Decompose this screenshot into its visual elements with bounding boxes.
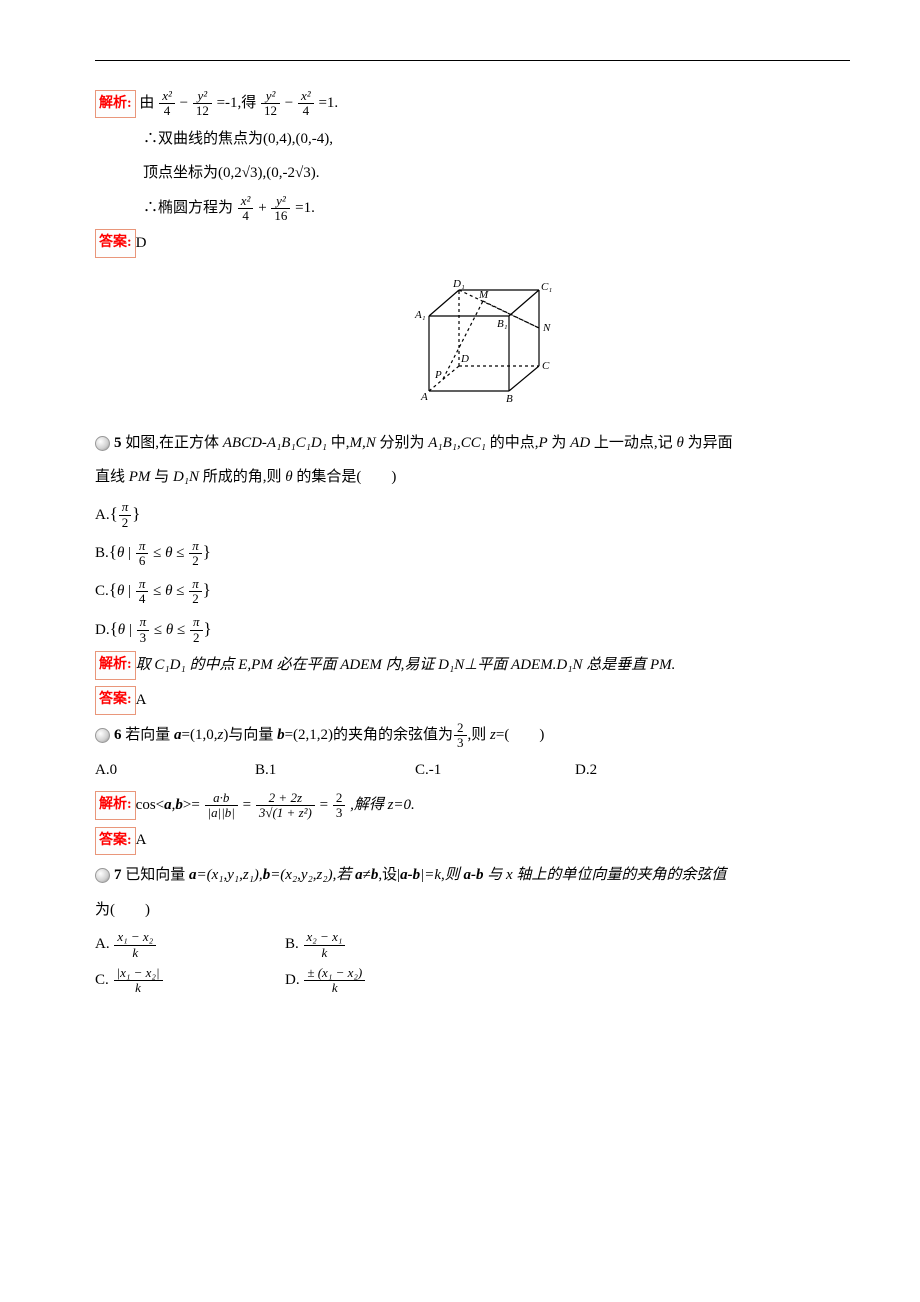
q6-optA: A.0 (95, 756, 255, 785)
q7-optD: D. ± (x₁ − x₂)k (285, 966, 475, 996)
q4-l2: ∴双曲线的焦点为(0,4),(0,-4), (95, 125, 850, 154)
q5-optB: B.{θ | π6 ≤ θ ≤ π2} (95, 536, 850, 568)
q7-opts-row2: C. |x₁ − x₂|k D. ± (x₁ − x₂)k (95, 966, 850, 996)
q7-optB: B. x₂ − x₁k (285, 930, 475, 960)
q5-analysis: 解析:取 C₁D₁ 的中点 E,PM 必在平面 ADEM 内,易证 D₁N⊥平面… (95, 651, 850, 680)
svg-text:B: B (506, 393, 513, 405)
q4-l3: 顶点坐标为(0,2√3),(0,-2√3). (95, 159, 850, 188)
svg-text:D₁: D₁ (452, 278, 465, 290)
answer-label: 答案: (95, 229, 136, 258)
q6-answer: 答案:A (95, 826, 850, 855)
bullet-icon (95, 868, 110, 883)
q5-optC: C.{θ | π4 ≤ θ ≤ π2} (95, 574, 850, 606)
q7-opts-row1: A. x₁ − x₂k B. x₂ − x₁k (95, 930, 850, 960)
q4-l4: ∴椭圆方程为 x²4 + y²16 =1. (95, 194, 850, 224)
q6-optD: D.2 (575, 756, 735, 785)
q5-optD: D.{θ | π3 ≤ θ ≤ π2} (95, 613, 850, 645)
q6-analysis: 解析:cos<a,b>= a·b|a||b| = 2 + 2z3√(1 + z²… (95, 791, 850, 821)
analysis-label: 解析: (95, 90, 136, 119)
cube-diagram: D₁ C₁ A₁ B₁ M N D C A B P (95, 276, 850, 417)
bullet-icon (95, 728, 110, 743)
svg-text:A: A (420, 391, 428, 403)
svg-text:A₁: A₁ (414, 309, 426, 321)
frac3: y²12 (261, 89, 280, 119)
frac2: y²12 (193, 89, 212, 119)
q5-optA: A.{π2} (95, 498, 850, 530)
frac4: x²4 (298, 89, 314, 119)
frac1: x²4 (159, 89, 175, 119)
svg-text:M: M (478, 289, 489, 301)
svg-text:P: P (434, 369, 442, 381)
q7-stem: 7 已知向量 a=(x₁,y₁,z₁),b=(x₂,y₂,z₂),若 a≠b,设… (95, 861, 850, 890)
q5-answer: 答案:A (95, 686, 850, 715)
q7-optA: A. x₁ − x₂k (95, 930, 285, 960)
svg-text:D: D (460, 353, 469, 365)
q6-optC: C.-1 (415, 756, 575, 785)
q4-answer: 答案:D (95, 229, 850, 258)
svg-text:C₁: C₁ (541, 281, 552, 293)
bullet-icon (95, 436, 110, 451)
q7-stem2: 为( ) (95, 896, 850, 925)
q4-analysis: 解析: 由 x²4 − y²12 =-1,得 y²12 − x²4 =1. (95, 89, 850, 119)
svg-text:N: N (542, 322, 551, 334)
q4-p1a: 由 (139, 95, 154, 111)
q7-optC: C. |x₁ − x₂|k (95, 966, 285, 996)
q5-stem: 5 如图,在正方体 ABCD-A₁B₁C₁D₁ 中,M,N 分别为 A₁B₁,C… (95, 429, 850, 458)
svg-text:B₁: B₁ (497, 318, 508, 330)
q6-opts: A.0 B.1 C.-1 D.2 (95, 756, 850, 785)
q5-stem2: 直线 PM 与 D₁N 所成的角,则 θ 的集合是( ) (95, 463, 850, 492)
svg-text:C: C (542, 360, 550, 372)
q6-optB: B.1 (255, 756, 415, 785)
q6-stem: 6 若向量 a=(1,0,z)与向量 b=(2,1,2)的夹角的余弦值为23,则… (95, 721, 850, 751)
top-rule (95, 60, 850, 61)
